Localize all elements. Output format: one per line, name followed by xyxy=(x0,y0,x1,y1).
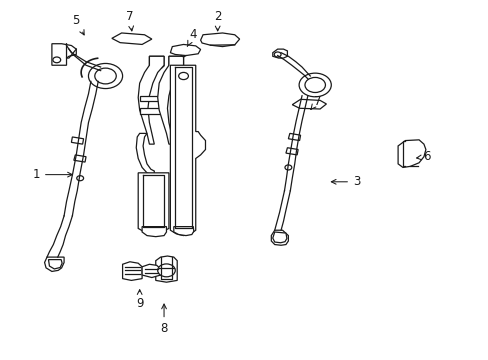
Text: 7: 7 xyxy=(126,10,133,31)
Polygon shape xyxy=(168,56,183,69)
Text: 3: 3 xyxy=(331,175,360,188)
Polygon shape xyxy=(52,44,76,65)
Circle shape xyxy=(178,72,188,80)
Polygon shape xyxy=(140,96,163,101)
Polygon shape xyxy=(44,257,64,271)
Text: 6: 6 xyxy=(416,150,430,163)
Polygon shape xyxy=(71,137,83,144)
Polygon shape xyxy=(170,44,200,55)
Polygon shape xyxy=(142,264,160,278)
Polygon shape xyxy=(292,99,326,109)
Circle shape xyxy=(171,58,180,65)
Polygon shape xyxy=(136,134,154,175)
Text: 5: 5 xyxy=(72,14,84,35)
Polygon shape xyxy=(158,56,183,144)
Circle shape xyxy=(88,63,122,89)
Text: 8: 8 xyxy=(160,304,167,335)
Circle shape xyxy=(152,58,161,65)
Circle shape xyxy=(299,73,330,97)
Polygon shape xyxy=(74,155,86,162)
Polygon shape xyxy=(142,226,166,237)
Polygon shape xyxy=(272,232,286,243)
Polygon shape xyxy=(48,260,62,269)
Polygon shape xyxy=(173,226,193,235)
Circle shape xyxy=(285,165,291,170)
Text: 9: 9 xyxy=(136,290,143,310)
Polygon shape xyxy=(397,140,425,167)
Polygon shape xyxy=(200,33,239,46)
Polygon shape xyxy=(112,33,152,44)
Text: 4: 4 xyxy=(187,28,197,46)
Circle shape xyxy=(77,176,83,181)
Circle shape xyxy=(274,52,281,57)
Circle shape xyxy=(158,264,175,277)
Polygon shape xyxy=(138,56,163,144)
Polygon shape xyxy=(170,65,205,235)
Polygon shape xyxy=(288,134,300,140)
Polygon shape xyxy=(149,56,163,69)
Text: 2: 2 xyxy=(213,10,221,31)
Circle shape xyxy=(53,57,61,63)
Polygon shape xyxy=(138,173,168,234)
Polygon shape xyxy=(272,49,287,58)
Circle shape xyxy=(95,68,116,84)
Polygon shape xyxy=(285,148,298,155)
Polygon shape xyxy=(140,108,163,114)
Polygon shape xyxy=(156,256,177,282)
Text: 7: 7 xyxy=(310,95,321,109)
Polygon shape xyxy=(122,262,142,280)
Polygon shape xyxy=(271,230,288,245)
Text: 1: 1 xyxy=(33,168,72,181)
Circle shape xyxy=(305,77,325,93)
